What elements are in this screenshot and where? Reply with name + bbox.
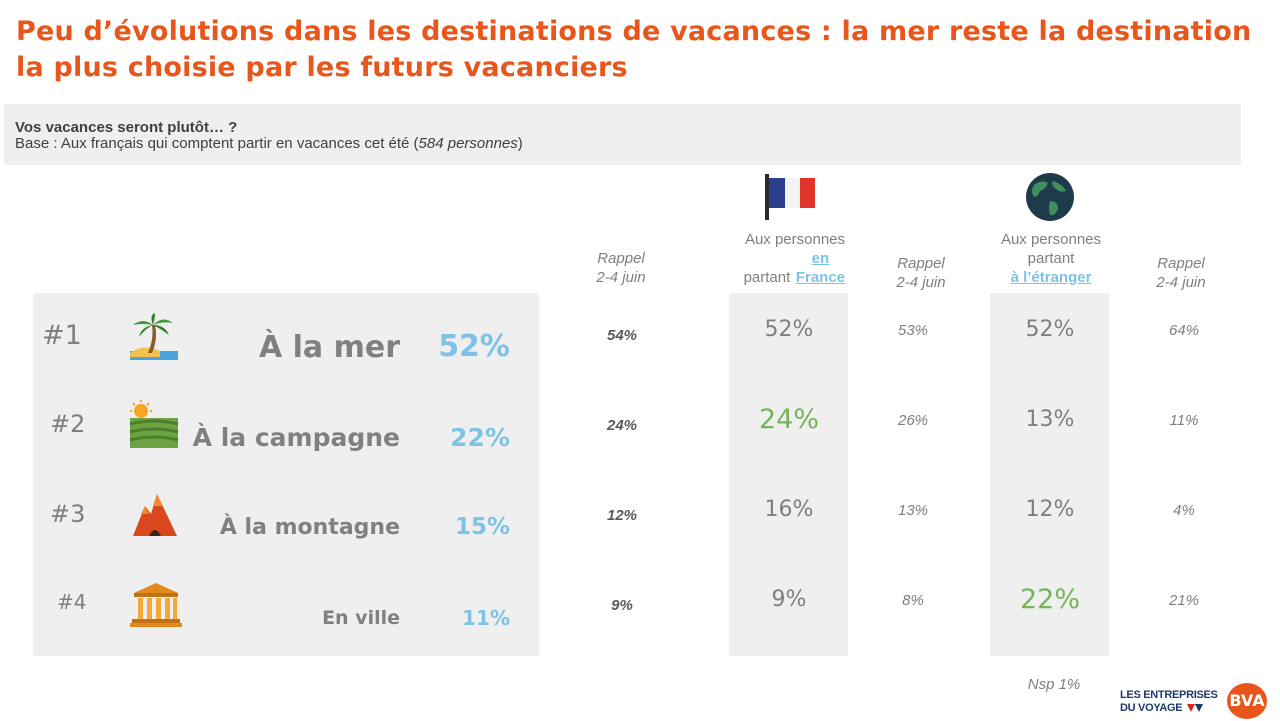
france-value: 9% (771, 587, 807, 612)
rank-label: #2 (50, 410, 86, 438)
question-box: Vos vacances seront plutôt… ? Base : Aux… (4, 104, 1241, 165)
bva-logo: BVA (1227, 683, 1267, 719)
total-value: 11% (462, 605, 510, 630)
france-rappel-value: 8% (902, 592, 924, 609)
rank-label: #3 (50, 500, 86, 528)
destination-label: À la mer (258, 330, 400, 365)
france-value: 24% (758, 404, 819, 435)
france-value: 16% (764, 497, 814, 522)
etranger-header: Aux personnes partant à l’étranger (1000, 231, 1102, 286)
question-text: Vos vacances seront plutôt… ? (15, 119, 238, 136)
total-value: 15% (454, 513, 510, 540)
france-flag-icon (765, 174, 815, 220)
mountain-icon (133, 494, 177, 536)
rappel-total-value: 12% (606, 507, 638, 524)
rank-label: #4 (57, 590, 87, 614)
etranger-value: 13% (1025, 407, 1075, 432)
etranger-rappel-value: 4% (1173, 502, 1195, 519)
rappel-total-value: 54% (606, 327, 638, 344)
etranger-rappel-value: 64% (1168, 322, 1200, 339)
total-value: 52% (438, 329, 510, 365)
france-rappel-value: 53% (897, 322, 929, 339)
etranger-value: 52% (1025, 317, 1075, 342)
france-rappel-value: 26% (897, 412, 929, 429)
countryside-field-icon (129, 400, 179, 448)
france-rappel-value: 13% (897, 502, 929, 519)
question-base: Base : Aux français qui comptent partir … (15, 135, 523, 152)
footnote-nsp: Nsp 1% (1027, 676, 1081, 693)
total-value: 22% (450, 422, 510, 452)
etranger-rappel-value: 21% (1168, 592, 1200, 609)
rappel-total-value: 24% (606, 417, 638, 434)
les-entreprises-du-voyage-logo: LES ENTREPRISES DU VOYAGE (1120, 689, 1218, 714)
etranger-rappel-value: 11% (1169, 412, 1199, 429)
etranger-panel (990, 293, 1109, 656)
city-building-icon (130, 583, 182, 627)
main-panel (33, 293, 539, 656)
etranger-link[interactable]: à l’étranger (1010, 269, 1092, 286)
rappel-header-2: Rappel 2-4 juin (896, 255, 946, 291)
france-value: 52% (764, 317, 814, 342)
rappel-header-1: Rappel 2-4 juin (596, 250, 646, 286)
france-link[interactable]: en France (795, 250, 846, 286)
france-header: Aux personnes partant en France (743, 231, 846, 286)
rappel-header-3: Rappel 2-4 juin (1156, 255, 1206, 291)
rank-label: #1 (42, 320, 82, 351)
france-panel (729, 293, 848, 656)
beach-palm-icon (130, 313, 178, 360)
destination-label: À la montagne (219, 514, 400, 540)
destination-label: En ville (322, 606, 400, 629)
rappel-total-value: 9% (611, 597, 633, 614)
globe-icon (1026, 173, 1074, 221)
destination-label: À la campagne (192, 423, 400, 452)
etranger-value: 22% (1019, 584, 1080, 615)
etranger-value: 12% (1025, 497, 1075, 522)
page-title: Peu d’évolutions dans les destinations d… (16, 16, 1252, 83)
